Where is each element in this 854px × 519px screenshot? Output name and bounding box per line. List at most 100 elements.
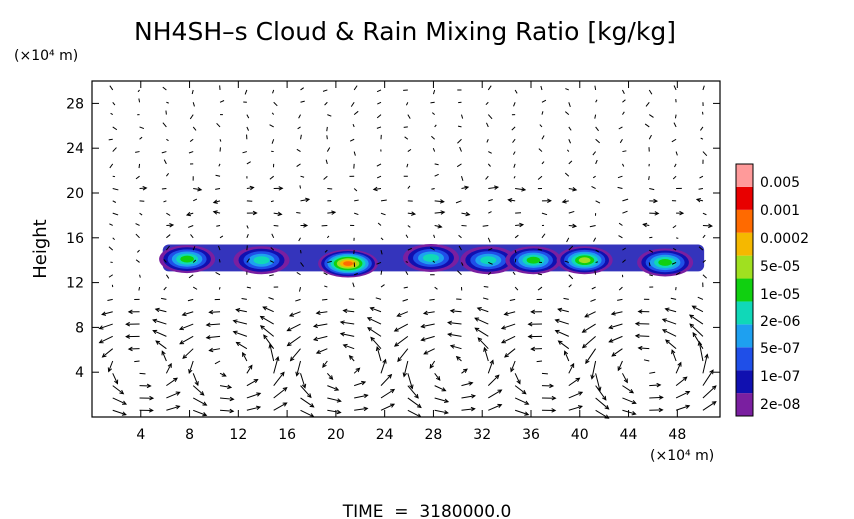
wind-arrow [514, 385, 527, 395]
wind-arrow [246, 364, 253, 374]
wind-arrow-shaft [219, 139, 222, 142]
wind-arrow-shaft [461, 186, 469, 190]
wind-arrow [461, 211, 471, 217]
wind-arrow-shaft [162, 86, 167, 91]
wind-arrow [568, 245, 574, 251]
wind-arrow-head [282, 387, 288, 392]
wind-arrow [380, 388, 396, 399]
wind-arrow-head [152, 318, 158, 324]
wind-arrow [380, 237, 384, 241]
cell-contour [422, 253, 439, 262]
wind-arrow-shaft [671, 261, 677, 265]
wind-arrow-shaft [376, 126, 382, 129]
wind-arrow-shaft [461, 262, 464, 266]
wind-arrow [434, 210, 446, 215]
x-unit-label: (×10⁴ m) [650, 448, 714, 464]
wind-arrow-head [440, 210, 446, 215]
wind-arrow [350, 102, 355, 107]
wind-arrow-shaft [698, 188, 704, 190]
wind-arrow-shaft [108, 360, 114, 372]
wind-arrow-head [494, 185, 500, 190]
wind-arrow [702, 259, 706, 263]
wind-arrow-shaft [671, 138, 677, 143]
wind-arrow-head [547, 198, 552, 204]
wind-arrow [289, 348, 301, 362]
wind-arrow-head [342, 308, 348, 314]
wind-arrow-head [232, 319, 238, 324]
wind-arrow [353, 188, 358, 192]
wind-arrow-head [396, 312, 402, 317]
wind-arrow [541, 408, 557, 413]
wind-arrow-shaft [322, 360, 328, 368]
wind-arrow-shaft [514, 286, 519, 291]
wind-arrow [352, 282, 355, 288]
wind-arrow-shaft [618, 126, 623, 130]
wind-arrow-shaft [354, 199, 359, 202]
wind-arrow [431, 135, 435, 140]
wind-arrow-shaft [448, 333, 462, 337]
wind-arrow-shaft [541, 372, 548, 375]
wind-arrow-shaft [297, 126, 301, 130]
wind-arrow-shaft [611, 311, 623, 315]
wind-arrow [589, 224, 596, 228]
colorbar-swatch [736, 370, 753, 394]
wind-arrow-shaft [192, 126, 197, 131]
wind-arrow-shaft [488, 211, 492, 214]
plot-frame [91, 80, 721, 418]
wind-arrow [671, 138, 677, 143]
wind-arrow-shaft [564, 172, 570, 177]
wind-arrow-head [175, 405, 181, 410]
wind-arrow-head [590, 374, 595, 380]
wind-arrow [134, 360, 140, 363]
wind-arrow-head [608, 338, 614, 343]
wind-arrow [648, 262, 651, 267]
wind-arrow-shaft [217, 245, 221, 251]
wind-arrow-head [342, 343, 348, 349]
wind-arrow [214, 360, 221, 365]
wind-arrow [165, 173, 170, 177]
wind-arrow-head [464, 185, 470, 191]
wind-arrow [649, 211, 660, 216]
wind-arrow [166, 405, 181, 411]
wind-arrow [483, 346, 489, 362]
wind-arrow [568, 139, 572, 144]
wind-arrow-head [393, 327, 399, 332]
wind-arrow-head [262, 306, 268, 311]
wind-arrow-shaft [139, 126, 145, 130]
wind-arrow-shaft [434, 409, 448, 414]
wind-arrow-shaft [611, 348, 623, 357]
wind-arrow-shaft [215, 188, 221, 190]
wind-arrow-shaft [166, 391, 180, 399]
wind-arrow-shaft [380, 199, 387, 202]
wind-arrow-shaft [161, 297, 167, 300]
wind-arrow [376, 175, 382, 179]
wind-arrow [181, 311, 194, 317]
wind-arrow [354, 406, 369, 412]
wind-arrow [112, 385, 125, 395]
wind-arrow [300, 397, 315, 408]
x-tick-label: 32 [473, 427, 491, 443]
wind-arrow-shaft [515, 224, 524, 226]
colorbar-swatch [736, 347, 753, 371]
wind-arrow [568, 210, 575, 214]
wind-arrow-head [468, 381, 474, 386]
wind-arrow [370, 336, 382, 350]
wind-arrow [617, 186, 623, 190]
wind-arrow [568, 223, 578, 229]
colorbar: 2e-08 1e-07 5e-07 2e-06 1e-05 5e-05 0.0002 0.00… [735, 163, 809, 417]
wind-arrow [563, 297, 569, 300]
wind-arrow-shaft [513, 102, 516, 107]
wind-arrow-shaft [326, 372, 333, 380]
wind-arrow [315, 310, 328, 315]
wind-arrow [215, 188, 221, 190]
wind-arrow-shaft [434, 211, 445, 214]
wind-arrow [166, 222, 175, 228]
wind-arrow [541, 372, 548, 375]
wind-arrow-shaft [109, 223, 113, 226]
wind-arrow-shaft [405, 102, 409, 106]
wind-arrow-shaft [482, 224, 489, 227]
wind-arrow-shaft [326, 147, 331, 152]
wind-arrow [246, 225, 249, 229]
wind-arrow [241, 298, 247, 300]
wind-arrow-shaft [448, 321, 462, 325]
